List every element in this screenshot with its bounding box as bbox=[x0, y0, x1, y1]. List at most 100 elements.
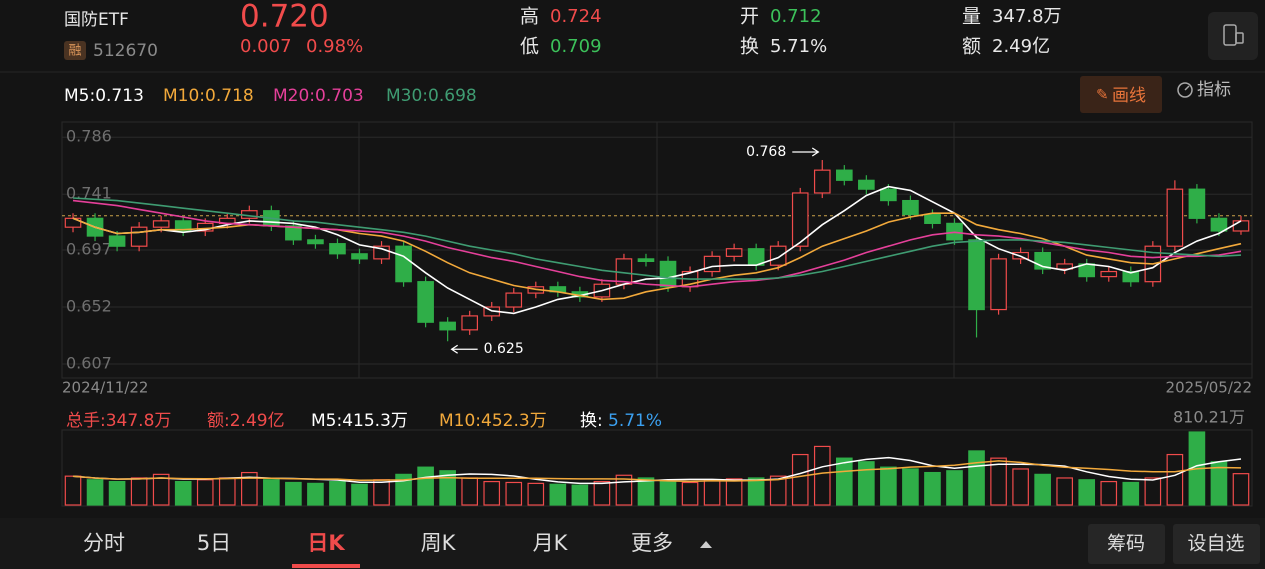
volume-bar bbox=[659, 480, 677, 506]
volume-bar bbox=[813, 445, 831, 506]
candle-body bbox=[1210, 217, 1228, 232]
volume-bar bbox=[1122, 481, 1140, 506]
watch-button[interactable] bbox=[1173, 524, 1260, 564]
candle-body bbox=[1100, 270, 1118, 278]
badge-bg bbox=[64, 41, 86, 60]
tab[interactable]: 5日 bbox=[197, 531, 231, 555]
volume-bar bbox=[924, 471, 941, 506]
ma-legend-item: M10:0.718 bbox=[163, 86, 254, 106]
volume-bar bbox=[990, 457, 1007, 506]
arrow-head bbox=[811, 147, 820, 157]
volume-bar bbox=[747, 477, 765, 506]
candle-body bbox=[1232, 220, 1250, 232]
y-tick-label: 0.786 bbox=[66, 127, 112, 146]
volume-bar bbox=[1166, 453, 1184, 506]
ma-line bbox=[72, 199, 1242, 288]
volume-bar bbox=[307, 482, 324, 506]
candle-body bbox=[1166, 188, 1184, 247]
ma-legend-item: M5:0.713 bbox=[64, 86, 144, 106]
price: 0.720 bbox=[240, 0, 329, 35]
volume-bar bbox=[86, 479, 104, 506]
chips-label: 筹码 bbox=[1107, 533, 1145, 555]
stat-label: 额 bbox=[962, 36, 981, 58]
indicator-label[interactable]: 指标 bbox=[1197, 80, 1231, 100]
tab[interactable]: 日K bbox=[307, 531, 345, 555]
volume-bar bbox=[108, 480, 126, 506]
candle-body bbox=[769, 245, 787, 266]
volume-bar bbox=[152, 473, 170, 506]
candle-body bbox=[637, 258, 655, 263]
high-label: 0.768 bbox=[746, 144, 786, 160]
stat-value: 2.49亿 bbox=[992, 36, 1050, 57]
ma-line bbox=[72, 197, 1242, 280]
low-label: 0.625 bbox=[484, 341, 524, 357]
volume-bar bbox=[725, 478, 743, 506]
candle-body bbox=[836, 169, 853, 181]
chips-button[interactable] bbox=[1088, 524, 1165, 564]
y-tick-label: 0.607 bbox=[66, 354, 112, 373]
volume-bar bbox=[791, 453, 809, 506]
candle-body bbox=[152, 220, 170, 228]
tab-bar bbox=[0, 518, 1265, 569]
draw-label: 画线 bbox=[1112, 86, 1146, 106]
volume-bar bbox=[968, 450, 985, 506]
y-tick-label: 0.652 bbox=[66, 297, 112, 316]
phone-icon-small bbox=[1235, 32, 1244, 44]
draw-button[interactable] bbox=[1080, 76, 1162, 113]
ma-legend-item: M30:0.698 bbox=[386, 86, 477, 106]
y-tick-label: 0.697 bbox=[66, 240, 112, 259]
candle-body bbox=[1188, 188, 1206, 219]
volume-legend-item: 额:2.49亿 bbox=[207, 411, 285, 431]
candle-body bbox=[858, 179, 875, 190]
volume-bar bbox=[571, 484, 589, 506]
volume-bar bbox=[549, 483, 567, 506]
volume-bar bbox=[130, 477, 148, 506]
candle-body bbox=[924, 213, 941, 224]
change-pct: 0.98% bbox=[306, 36, 363, 57]
more-arrow[interactable] bbox=[700, 541, 712, 548]
plot: 0.7860.7410.6970.6520.6070.7680.625810.2… bbox=[62, 127, 1252, 506]
stat-label: 换 bbox=[740, 36, 759, 58]
fund-code: 512670 bbox=[93, 41, 158, 61]
start-date: 2024/11/22 bbox=[62, 379, 148, 397]
tabs: 分时 5日 日K 周K 月K 更多 bbox=[83, 531, 673, 568]
volume-bar bbox=[439, 470, 456, 506]
candle-body bbox=[417, 281, 434, 323]
candle-body bbox=[285, 225, 302, 241]
volume-bar bbox=[703, 479, 721, 506]
candle-body bbox=[659, 260, 677, 288]
volume-bar bbox=[483, 480, 501, 506]
pencil-icon: ✎ bbox=[1096, 86, 1109, 104]
candle-body bbox=[307, 239, 324, 245]
candle-body bbox=[1122, 270, 1140, 283]
candle-body bbox=[174, 220, 192, 232]
watch-label: 设自选 bbox=[1187, 533, 1244, 555]
candle-body bbox=[439, 321, 456, 331]
volume-bar bbox=[637, 477, 655, 506]
volume-bar bbox=[593, 480, 611, 506]
stat-value: 5.71% bbox=[770, 36, 827, 57]
icon-button[interactable] bbox=[1208, 12, 1258, 60]
volume-bar bbox=[241, 471, 258, 506]
volume-bar bbox=[461, 477, 478, 506]
tab[interactable]: 分时 bbox=[83, 531, 125, 555]
stat-label: 低 bbox=[520, 36, 539, 58]
tab[interactable]: 更多 bbox=[631, 531, 673, 555]
stat-value: 0.709 bbox=[550, 36, 602, 57]
volume-legend-item: 总手:347.8万 bbox=[66, 411, 171, 431]
volume-bar bbox=[880, 466, 897, 506]
volume-bar bbox=[351, 483, 368, 506]
ma-legend-item: M20:0.703 bbox=[273, 86, 364, 106]
volume-bar bbox=[836, 457, 853, 506]
tab[interactable]: 月K bbox=[533, 531, 569, 555]
candle-body bbox=[329, 243, 346, 255]
volume-bar bbox=[1056, 477, 1073, 506]
candle-body bbox=[461, 315, 478, 331]
volume-bar bbox=[263, 479, 280, 506]
tab[interactable]: 周K bbox=[421, 531, 457, 555]
stats: 高 0.724 低 0.709 开 0.712 换 5.71% 量 347.8万额 2.49亿 bbox=[520, 6, 1062, 58]
volume-bar bbox=[1144, 477, 1162, 506]
candle-body bbox=[880, 188, 897, 202]
